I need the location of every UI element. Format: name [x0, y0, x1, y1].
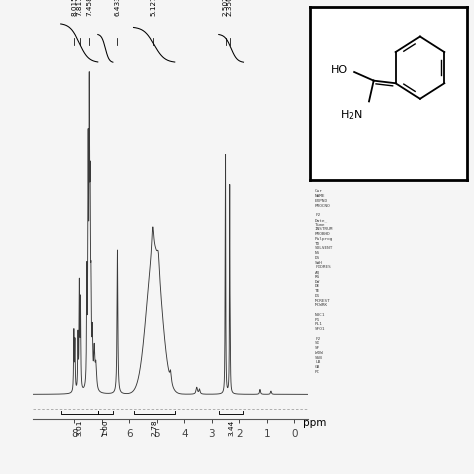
- Text: 2.502: 2.502: [223, 0, 228, 16]
- Text: 1.00: 1.00: [102, 420, 109, 437]
- Text: 7.811: 7.811: [77, 0, 82, 16]
- Text: 3.01: 3.01: [76, 420, 82, 437]
- Text: 8.015: 8.015: [71, 0, 77, 16]
- Text: 2.78: 2.78: [151, 420, 157, 437]
- Text: HO: HO: [331, 65, 348, 75]
- Text: 3.44: 3.44: [228, 420, 234, 436]
- Text: 7.458: 7.458: [86, 0, 92, 16]
- Text: Cur
NAME
EXPNO
PROCNO

F2
Date_
Time
INSTRUM
PROBHD
Pulprog
TD
SOLVENT
NS
DS
SWH: Cur NAME EXPNO PROCNO F2 Date_ Time INST…: [315, 190, 333, 374]
- Text: ppm: ppm: [302, 418, 326, 428]
- Text: $\mathregular{H_2N}$: $\mathregular{H_2N}$: [340, 109, 363, 122]
- Text: 5.127: 5.127: [150, 0, 156, 16]
- Text: 2.350: 2.350: [227, 0, 233, 16]
- Text: 6.433: 6.433: [115, 0, 120, 16]
